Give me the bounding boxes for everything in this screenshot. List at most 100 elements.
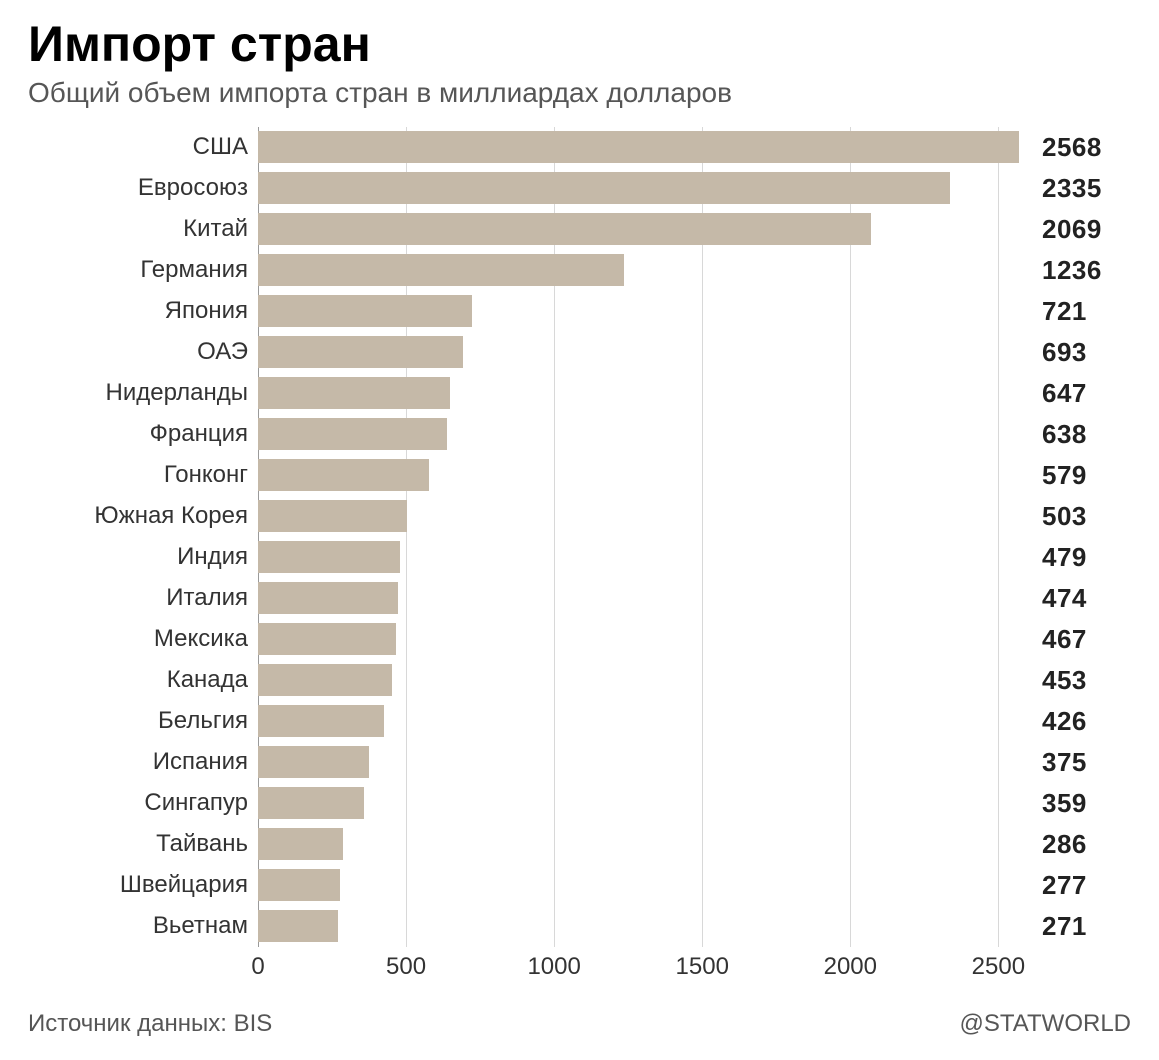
value-label: 693 xyxy=(1028,337,1131,368)
category-label: Вьетнам xyxy=(28,912,258,940)
bar-track xyxy=(258,906,1028,947)
bar-row: Нидерланды 647 xyxy=(28,373,1131,414)
bar-track xyxy=(258,742,1028,783)
bar xyxy=(258,213,871,246)
bar-row: Япония 721 xyxy=(28,291,1131,332)
value-label: 286 xyxy=(1028,829,1131,860)
value-label: 579 xyxy=(1028,460,1131,491)
bar xyxy=(258,377,450,410)
bar-row: ОАЭ 693 xyxy=(28,332,1131,373)
category-label: Евросоюз xyxy=(28,174,258,202)
bar-row: Германия 1236 xyxy=(28,250,1131,291)
bar-track xyxy=(258,660,1028,701)
bar-row: Южная Корея503 xyxy=(28,496,1131,537)
value-label: 453 xyxy=(1028,665,1131,696)
value-label: 277 xyxy=(1028,870,1131,901)
chart-title: Импорт стран xyxy=(28,18,1131,71)
bar xyxy=(258,541,400,574)
bar-row: Китай2069 xyxy=(28,209,1131,250)
attribution-handle: @STATWORLD xyxy=(960,1010,1131,1038)
bar-row: Франция 638 xyxy=(28,414,1131,455)
category-label: ОАЭ xyxy=(28,338,258,366)
bar xyxy=(258,664,392,697)
category-label: Нидерланды xyxy=(28,379,258,407)
value-label: 1236 xyxy=(1028,255,1131,286)
bar-track xyxy=(258,168,1028,209)
x-tick-label: 2500 xyxy=(972,953,1025,981)
value-label: 721 xyxy=(1028,296,1131,327)
bar xyxy=(258,459,429,492)
bar-track xyxy=(258,701,1028,742)
bar-track xyxy=(258,619,1028,660)
category-label: США xyxy=(28,133,258,161)
bar-row: Испания 375 xyxy=(28,742,1131,783)
value-label: 474 xyxy=(1028,583,1131,614)
bar xyxy=(258,131,1019,164)
category-label: Индия xyxy=(28,543,258,571)
x-tick-label: 0 xyxy=(251,953,264,981)
bar-row: Индия479 xyxy=(28,537,1131,578)
chart-page: Импорт стран Общий объем импорта стран в… xyxy=(0,0,1159,1060)
bar xyxy=(258,828,343,861)
bar xyxy=(258,623,396,656)
bar-row: США 2568 xyxy=(28,127,1131,168)
bar-track xyxy=(258,783,1028,824)
bar-track xyxy=(258,373,1028,414)
bar-row: Евросоюз2335 xyxy=(28,168,1131,209)
category-label: Италия xyxy=(28,584,258,612)
bar-row: Бельгия 426 xyxy=(28,701,1131,742)
bar xyxy=(258,746,369,779)
value-label: 359 xyxy=(1028,788,1131,819)
bar xyxy=(258,418,447,451)
bar-row: Италия 474 xyxy=(28,578,1131,619)
bar-rows: США 2568 Евросоюз2335Китай2069 Германия 1236… xyxy=(28,127,1131,947)
value-label: 2069 xyxy=(1028,214,1131,245)
x-axis: 05001000150020002500 xyxy=(28,947,1131,979)
bar-row: Вьетнам 271 xyxy=(28,906,1131,947)
value-label: 426 xyxy=(1028,706,1131,737)
bar-track xyxy=(258,496,1028,537)
value-label: 2568 xyxy=(1028,132,1131,163)
bar xyxy=(258,254,624,287)
x-tick-label: 1500 xyxy=(676,953,729,981)
bar-track xyxy=(258,127,1028,168)
bar-row: Тайвань 286 xyxy=(28,824,1131,865)
x-tick-label: 2000 xyxy=(824,953,877,981)
bar xyxy=(258,910,338,943)
bar xyxy=(258,295,472,328)
bar-track xyxy=(258,824,1028,865)
category-label: Тайвань xyxy=(28,830,258,858)
bar xyxy=(258,787,364,820)
bar-track xyxy=(258,455,1028,496)
category-label: Канада xyxy=(28,666,258,694)
footer: Источник данных: BIS @STATWORLD xyxy=(28,1010,1131,1038)
category-label: Испания xyxy=(28,748,258,776)
chart-subtitle: Общий объем импорта стран в миллиардах д… xyxy=(28,77,1131,109)
value-label: 647 xyxy=(1028,378,1131,409)
bar-track xyxy=(258,250,1028,291)
bar xyxy=(258,336,463,369)
bar xyxy=(258,172,950,205)
category-label: Германия xyxy=(28,256,258,284)
x-axis-track: 05001000150020002500 xyxy=(258,947,1028,979)
category-label: Бельгия xyxy=(28,707,258,735)
bar-row: Швейцария 277 xyxy=(28,865,1131,906)
category-label: Швейцария xyxy=(28,871,258,899)
value-label: 503 xyxy=(1028,501,1131,532)
category-label: Япония xyxy=(28,297,258,325)
bar-track xyxy=(258,865,1028,906)
bar xyxy=(258,705,384,738)
category-label: Франция xyxy=(28,420,258,448)
bar-track xyxy=(258,291,1028,332)
value-label: 271 xyxy=(1028,911,1131,942)
x-tick-label: 500 xyxy=(386,953,426,981)
value-label: 375 xyxy=(1028,747,1131,778)
source-label: Источник данных: BIS xyxy=(28,1010,272,1038)
bar-row: Сингапур359 xyxy=(28,783,1131,824)
bar-track xyxy=(258,414,1028,455)
chart-area: США 2568 Евросоюз2335Китай2069 Германия 1236… xyxy=(28,127,1131,979)
category-label: Гонконг xyxy=(28,461,258,489)
bar-track xyxy=(258,537,1028,578)
category-label: Мексика xyxy=(28,625,258,653)
value-label: 638 xyxy=(1028,419,1131,450)
